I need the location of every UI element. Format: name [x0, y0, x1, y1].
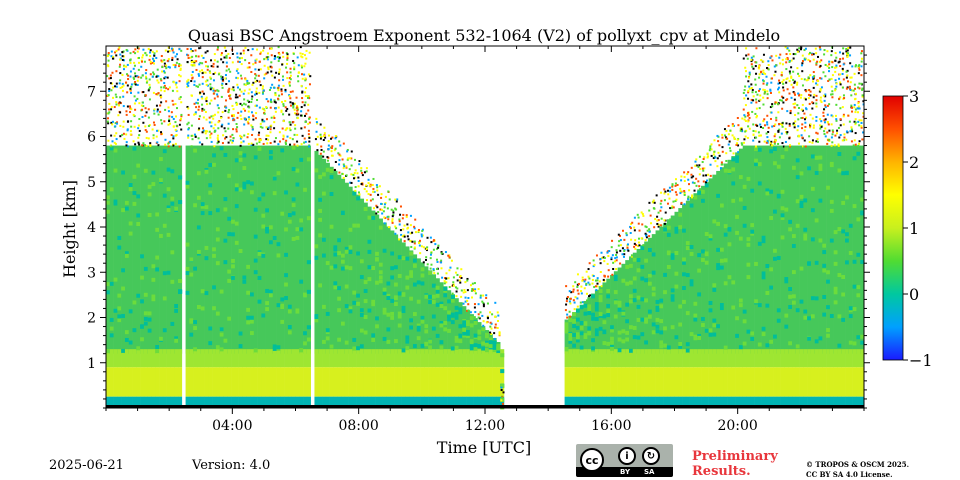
colorbar-ticks: −1 0 1 2 3: [903, 87, 933, 370]
x-tick-label: 04:00: [212, 418, 252, 434]
y-tick-label: 5: [87, 175, 96, 191]
sa-icon: ↻: [642, 447, 660, 465]
colorbar-tick-label: 0: [909, 285, 919, 304]
y-tick-label: 7: [87, 84, 96, 100]
copyright-line-1: © TROPOS & OSCM 2025.: [806, 460, 910, 469]
copyright-notice: © TROPOS & OSCM 2025. CC BY SA 4.0 Licen…: [806, 460, 909, 480]
chart-title: Quasi BSC Angstroem Exponent 532-1064 (V…: [188, 26, 780, 45]
copyright-line-2: CC BY SA 4.0 License.: [806, 470, 893, 479]
colorbar-tick-label: 1: [909, 219, 919, 238]
by-icon: i: [618, 447, 636, 465]
plot-area: [106, 46, 865, 410]
y-tick-label: 2: [87, 311, 96, 327]
colorbar-tick-label: 2: [909, 153, 919, 172]
x-tick-label: 12:00: [465, 418, 505, 434]
y-tick-label: 6: [87, 130, 96, 146]
colorbar: [882, 95, 904, 361]
preliminary-line-1: Preliminary: [692, 449, 778, 464]
y-axis-label: Height [km]: [60, 180, 79, 278]
x-axis: 04:00 08:00 12:00 16:00 20:00: [105, 46, 865, 434]
preliminary-line-2: Results.: [692, 464, 751, 479]
footer-date: 2025-06-21: [49, 458, 124, 473]
x-tick-label: 16:00: [591, 418, 631, 434]
colorbar-tick-label: −1: [909, 351, 933, 370]
badge-bar: [576, 467, 673, 477]
x-tick-label: 08:00: [338, 418, 378, 434]
cc-license-badge[interactable]: cc i ↻ BY SA: [576, 444, 673, 477]
preliminary-results: Preliminary Results.: [692, 449, 778, 479]
cc-icon: cc: [580, 448, 604, 472]
y-axis: 1 2 3 4 5 6 7: [87, 54, 870, 409]
y-tick-label: 1: [87, 356, 96, 372]
y-tick-label: 3: [87, 265, 96, 281]
colorbar-tick-label: 3: [909, 87, 919, 106]
x-axis-label: Time [UTC]: [437, 438, 531, 457]
y-tick-label: 4: [87, 220, 96, 236]
sa-label: SA: [644, 468, 655, 476]
by-label: BY: [620, 468, 631, 476]
x-tick-label: 20:00: [717, 418, 757, 434]
footer-version: Version: 4.0: [192, 458, 271, 473]
